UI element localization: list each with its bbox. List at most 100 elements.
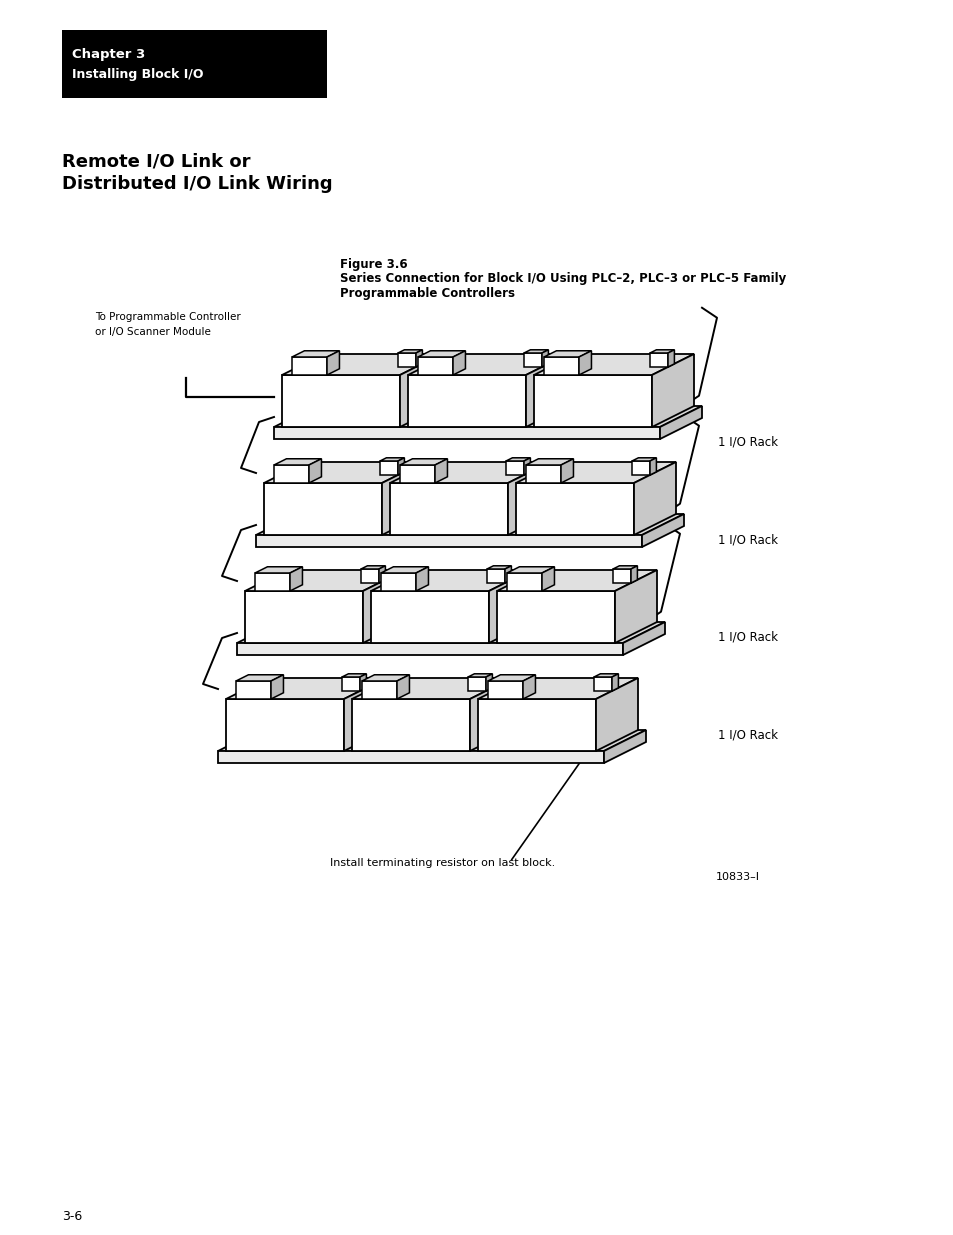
Polygon shape <box>380 567 428 573</box>
Polygon shape <box>379 461 397 475</box>
Polygon shape <box>274 458 321 466</box>
Polygon shape <box>504 566 511 583</box>
Polygon shape <box>292 357 327 375</box>
Polygon shape <box>226 678 386 699</box>
Polygon shape <box>264 462 423 483</box>
Polygon shape <box>534 375 651 427</box>
Polygon shape <box>523 353 541 367</box>
Polygon shape <box>264 483 381 535</box>
Polygon shape <box>236 643 622 655</box>
Text: Chapter 3: Chapter 3 <box>71 48 145 61</box>
Polygon shape <box>649 458 656 475</box>
Polygon shape <box>254 567 302 573</box>
Polygon shape <box>506 567 554 573</box>
Polygon shape <box>274 427 659 438</box>
Polygon shape <box>352 678 512 699</box>
Polygon shape <box>507 462 550 535</box>
Polygon shape <box>416 350 422 367</box>
Bar <box>62 30 327 98</box>
Polygon shape <box>435 458 447 483</box>
Polygon shape <box>641 514 683 547</box>
Polygon shape <box>578 351 591 375</box>
Polygon shape <box>516 483 634 535</box>
Polygon shape <box>282 375 399 427</box>
Polygon shape <box>255 514 683 535</box>
Polygon shape <box>218 751 603 763</box>
Polygon shape <box>634 462 676 535</box>
Text: Figure 3.6: Figure 3.6 <box>339 258 407 270</box>
Polygon shape <box>525 466 560 483</box>
Polygon shape <box>341 677 359 692</box>
Polygon shape <box>497 592 615 643</box>
Text: Distributed I/O Link Wiring: Distributed I/O Link Wiring <box>62 175 333 193</box>
Polygon shape <box>381 462 423 535</box>
Polygon shape <box>594 677 612 692</box>
Text: Series Connection for Block I/O Using PLC–2, PLC–3 or PLC–5 Family: Series Connection for Block I/O Using PL… <box>339 272 785 285</box>
Polygon shape <box>416 567 428 592</box>
Polygon shape <box>613 569 630 583</box>
Polygon shape <box>560 458 573 483</box>
Polygon shape <box>615 571 657 643</box>
Polygon shape <box>630 566 637 583</box>
Polygon shape <box>254 573 290 592</box>
Polygon shape <box>522 674 535 699</box>
Polygon shape <box>378 566 385 583</box>
Text: 3-6: 3-6 <box>62 1210 82 1223</box>
Polygon shape <box>541 350 548 367</box>
Polygon shape <box>396 674 409 699</box>
Polygon shape <box>525 458 573 466</box>
Polygon shape <box>360 569 378 583</box>
Polygon shape <box>523 458 530 475</box>
Polygon shape <box>631 461 649 475</box>
Polygon shape <box>235 680 271 699</box>
Text: To Programmable Controller
or I/O Scanner Module: To Programmable Controller or I/O Scanne… <box>95 312 240 337</box>
Polygon shape <box>417 351 465 357</box>
Polygon shape <box>390 483 507 535</box>
Polygon shape <box>596 678 638 751</box>
Polygon shape <box>505 461 523 475</box>
Polygon shape <box>543 351 591 357</box>
Polygon shape <box>485 674 492 692</box>
Polygon shape <box>468 677 485 692</box>
Polygon shape <box>292 351 339 357</box>
Polygon shape <box>477 678 638 699</box>
Polygon shape <box>497 571 657 592</box>
Polygon shape <box>235 674 283 680</box>
Text: 1 I/O Rack: 1 I/O Rack <box>718 631 778 643</box>
Polygon shape <box>397 458 404 475</box>
Polygon shape <box>594 674 618 677</box>
Polygon shape <box>470 678 512 751</box>
Text: Programmable Controllers: Programmable Controllers <box>339 287 515 300</box>
Polygon shape <box>352 699 470 751</box>
Polygon shape <box>341 674 366 677</box>
Polygon shape <box>361 674 409 680</box>
Polygon shape <box>327 351 339 375</box>
Polygon shape <box>271 674 283 699</box>
Polygon shape <box>363 571 405 643</box>
Polygon shape <box>523 350 548 353</box>
Text: Installing Block I/O: Installing Block I/O <box>71 68 203 82</box>
Text: 10833–I: 10833–I <box>716 872 760 882</box>
Polygon shape <box>488 674 535 680</box>
Polygon shape <box>468 674 492 677</box>
Polygon shape <box>486 566 511 569</box>
Polygon shape <box>255 535 641 547</box>
Text: Remote I/O Link or: Remote I/O Link or <box>62 152 251 170</box>
Polygon shape <box>245 571 405 592</box>
Polygon shape <box>612 674 618 692</box>
Polygon shape <box>379 458 404 461</box>
Polygon shape <box>408 354 567 375</box>
Polygon shape <box>361 680 396 699</box>
Polygon shape <box>505 458 530 461</box>
Polygon shape <box>516 462 676 483</box>
Polygon shape <box>399 458 447 466</box>
Polygon shape <box>309 458 321 483</box>
Polygon shape <box>274 406 701 427</box>
Polygon shape <box>622 622 664 655</box>
Polygon shape <box>649 353 667 367</box>
Polygon shape <box>371 592 489 643</box>
Text: 1 I/O Rack: 1 I/O Rack <box>718 534 778 547</box>
Polygon shape <box>218 730 645 751</box>
Polygon shape <box>489 571 531 643</box>
Polygon shape <box>399 466 435 483</box>
